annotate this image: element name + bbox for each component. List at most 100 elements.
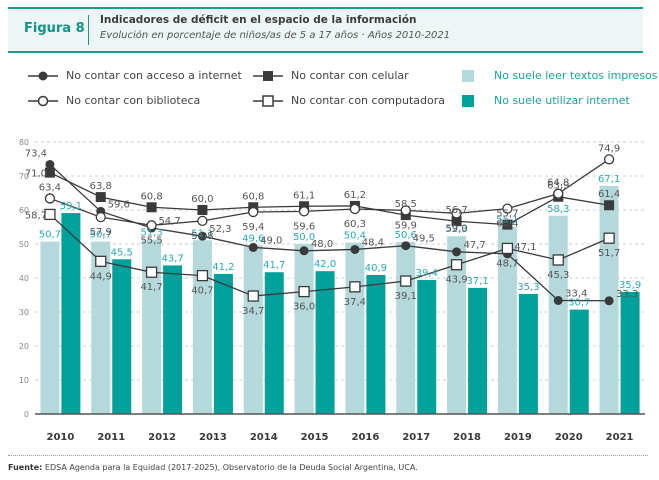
data-point <box>552 254 564 266</box>
line-value-label: 41,7 <box>140 282 162 293</box>
legend-label: No contar con computadora <box>291 94 445 107</box>
line-value-label: 73,4 <box>25 148 47 159</box>
x-tick-label: 2013 <box>199 432 227 443</box>
bar-value-label: 50,7 <box>39 230 61 241</box>
dark-teal-swatch-icon <box>462 94 474 107</box>
data-point <box>44 193 56 204</box>
bar <box>91 241 111 414</box>
bar <box>294 244 314 414</box>
line-value-label: 43,9 <box>445 275 467 286</box>
legend-item-uso-internet: No suele utilizar internet <box>462 94 630 107</box>
chart-subtitle: Evolución en porcentaje de niños/as de 5… <box>100 30 451 41</box>
line-value-label: 48,0 <box>311 239 333 250</box>
chart-title: Indicadores de déficit en el espacio de … <box>100 14 417 26</box>
open-square-marker-icon <box>253 94 283 107</box>
bar <box>447 236 467 414</box>
bar <box>468 287 488 414</box>
series-line <box>49 172 610 226</box>
line-value-label: 57,9 <box>90 227 112 238</box>
line-value-label: 58,5 <box>395 199 417 210</box>
bar <box>264 272 284 414</box>
bar <box>569 309 589 414</box>
y-tick-label: 80 <box>19 138 29 147</box>
light-teal-swatch-icon <box>462 69 474 82</box>
series-line <box>49 213 610 297</box>
x-tick-label: 2018 <box>453 432 481 443</box>
line-value-label: 39,1 <box>395 291 417 302</box>
line-value-label: 74,9 <box>598 143 620 154</box>
line-value-label: 60,8 <box>242 191 264 202</box>
data-point <box>197 215 208 227</box>
figure-header: Figura 8 Indicadores de déficit en el es… <box>8 7 643 53</box>
x-tick-label: 2020 <box>555 432 583 443</box>
bar-value-label: 39,4 <box>416 268 438 279</box>
line-value-label: 48,4 <box>362 237 384 248</box>
x-tick-label: 2015 <box>301 432 329 443</box>
x-tick-label: 2019 <box>504 432 532 443</box>
source-label: Fuente: <box>8 463 43 472</box>
data-point <box>349 281 361 293</box>
line-value-label: 71,0 <box>25 169 47 180</box>
bar-value-label: 35,3 <box>517 282 539 293</box>
chart-area: 50,7 50,7 51,3 51,1 49,6 50,0 50,4 50,6 52,3 55,1… <box>19 138 645 443</box>
data-point <box>604 200 615 211</box>
open-circle-marker-icon <box>28 95 58 106</box>
x-tick-label: 2017 <box>402 432 430 443</box>
line-value-label: 55,7 <box>496 209 518 220</box>
data-point <box>95 255 107 267</box>
y-tick-label: 60 <box>19 206 29 215</box>
legend-item-celular: No contar con celular <box>253 69 409 82</box>
data-point <box>553 188 564 199</box>
bar-value-label: 51,3 <box>140 228 162 239</box>
legend-label: No contar con biblioteca <box>66 94 201 107</box>
bar-value-label: 42,0 <box>314 259 336 270</box>
data-point <box>95 211 106 223</box>
line-value-label: 55,5 <box>140 235 162 246</box>
axes: 0 10 20 30 40 50 60 70 80 2010 2011 2012 2013 2014 201… <box>19 138 645 443</box>
line-value-label: 45,3 <box>547 270 569 281</box>
bar <box>620 291 640 414</box>
line-value-label: 40,7 <box>191 286 213 297</box>
line-value-label: 59,9 <box>395 220 417 231</box>
x-tick-label: 2011 <box>97 432 125 443</box>
line-value-label: 59,6 <box>293 221 315 232</box>
line-value-label: 61,2 <box>344 190 366 201</box>
header-divider <box>88 15 89 45</box>
line-value-label: 63,9 <box>547 181 569 192</box>
data-point <box>502 219 513 230</box>
data-point <box>400 205 411 216</box>
line-value-label: 47,7 <box>463 240 485 251</box>
y-tick-label: 10 <box>19 376 29 385</box>
bar-value-label: 35,9 <box>619 280 641 291</box>
bar <box>396 241 416 414</box>
data-point <box>298 206 310 217</box>
legend-label: No contar con celular <box>291 69 409 82</box>
line-value-label: 47,1 <box>514 242 536 253</box>
data-point <box>248 242 258 252</box>
data-point <box>350 244 360 254</box>
x-tick-label: 2016 <box>351 432 379 443</box>
line-value-label: 33,3 <box>616 289 638 300</box>
data-point <box>248 206 259 218</box>
data-point <box>452 247 462 257</box>
data-point <box>349 203 361 215</box>
line-value-label: 56,7 <box>445 205 467 216</box>
series-line <box>49 158 610 226</box>
line-value-label: 59,6 <box>108 199 130 210</box>
bar-value-label: 67,1 <box>598 174 620 185</box>
legend-item-biblioteca: No contar con biblioteca <box>28 94 200 107</box>
y-tick-label: 40 <box>19 274 29 283</box>
line-value-label: 51,7 <box>598 248 620 259</box>
line-value-label: 60,3 <box>344 219 366 230</box>
bar-value-label: 50,7 <box>90 230 112 241</box>
y-tick-label: 30 <box>19 308 29 317</box>
legend-label: No suele utilizar internet <box>494 94 630 107</box>
legend-item-computadora: No contar con computadora <box>253 94 445 107</box>
data-point <box>299 246 309 256</box>
line-value-label: 49,5 <box>413 234 435 245</box>
data-point <box>501 242 514 255</box>
source-note: Fuente: EDSA Agenda para la Equidad (201… <box>8 463 418 472</box>
line-value-label: 64,8 <box>547 178 569 189</box>
x-tick-label: 2010 <box>46 432 74 443</box>
bar-value-label: 50,4 <box>344 231 366 242</box>
